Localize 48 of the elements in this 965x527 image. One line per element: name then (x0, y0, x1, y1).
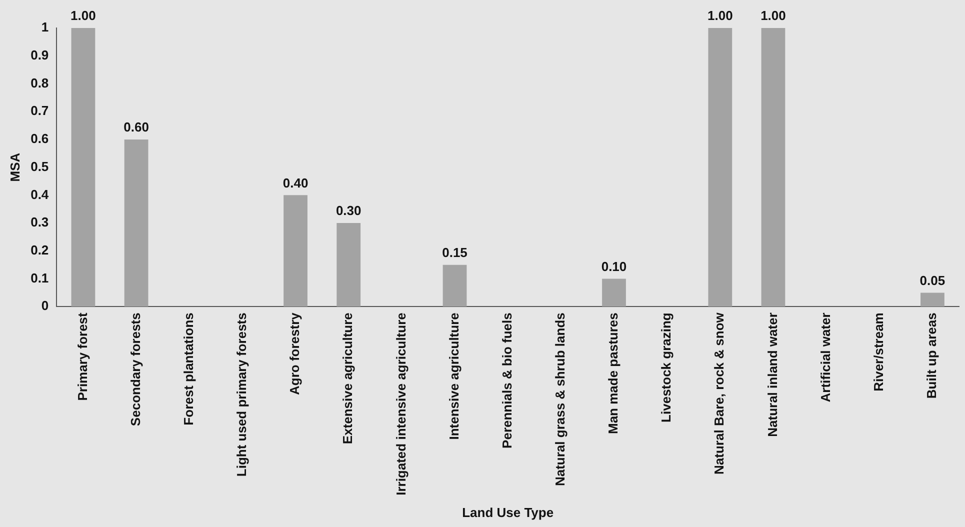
x-tick-label: Natural Bare, rock & snow (712, 312, 727, 474)
y-tick-label: 0.5 (30, 158, 49, 174)
x-tick-label: Extensive agriculture (340, 312, 356, 444)
bar (336, 223, 361, 307)
x-tick-label: Forest plantations (180, 312, 196, 426)
x-tick-label: Intensive agriculture (446, 312, 462, 440)
x-tick-label: Built up areas (924, 312, 940, 399)
x-tick-label: Natural grass & shrub lands (552, 312, 568, 486)
x-tick-label: Agro forestry (287, 312, 302, 395)
x-tick-label: Natural inland water (764, 312, 780, 437)
data-label: 0.60 (124, 120, 149, 135)
x-tick-label: Artificial water (818, 312, 833, 402)
x-tick-label: Primary forest (74, 312, 90, 401)
x-tick-label: Livestock grazing (658, 312, 674, 422)
data-label: 0.05 (920, 272, 946, 288)
data-label: 0.30 (336, 203, 362, 218)
data-label: 0.15 (442, 244, 468, 260)
y-tick-label: 1 (41, 20, 49, 35)
y-tick-label: 0.1 (30, 270, 49, 286)
y-tick-label: 0.8 (30, 75, 49, 90)
x-axis-title: Land Use Type (462, 504, 554, 520)
x-tick-label: Man made pastures (606, 312, 621, 434)
data-label: 1.00 (70, 8, 96, 24)
bar (920, 292, 944, 307)
y-tick-label: 0.4 (30, 186, 50, 202)
x-tick-label: Secondary forests (128, 312, 143, 426)
data-label: 1.00 (707, 8, 733, 24)
y-tick-label: 0.9 (30, 47, 49, 62)
x-tick-label: Light used primary forests (234, 312, 250, 477)
data-label: 1.00 (760, 8, 786, 24)
x-tick-label: River/stream (870, 312, 886, 392)
bar (708, 28, 732, 307)
y-tick-label: 0.7 (30, 103, 49, 118)
bar (602, 278, 626, 307)
x-tick-label: Perennials & bio fuels (499, 312, 514, 448)
y-tick-label: 0.6 (30, 131, 49, 146)
bar (124, 139, 148, 307)
y-tick-label: 0.2 (30, 242, 49, 258)
bar (71, 28, 96, 307)
bar (761, 28, 786, 307)
y-axis-title: MSA (7, 152, 22, 182)
y-tick-label: 0 (41, 298, 49, 314)
bar (442, 264, 467, 307)
data-label: 0.40 (282, 175, 308, 190)
data-label: 0.10 (601, 258, 627, 274)
y-tick-label: 0.3 (30, 214, 49, 230)
x-tick-label: Irrigated intensive agriculture (393, 312, 408, 496)
bar (284, 195, 308, 307)
